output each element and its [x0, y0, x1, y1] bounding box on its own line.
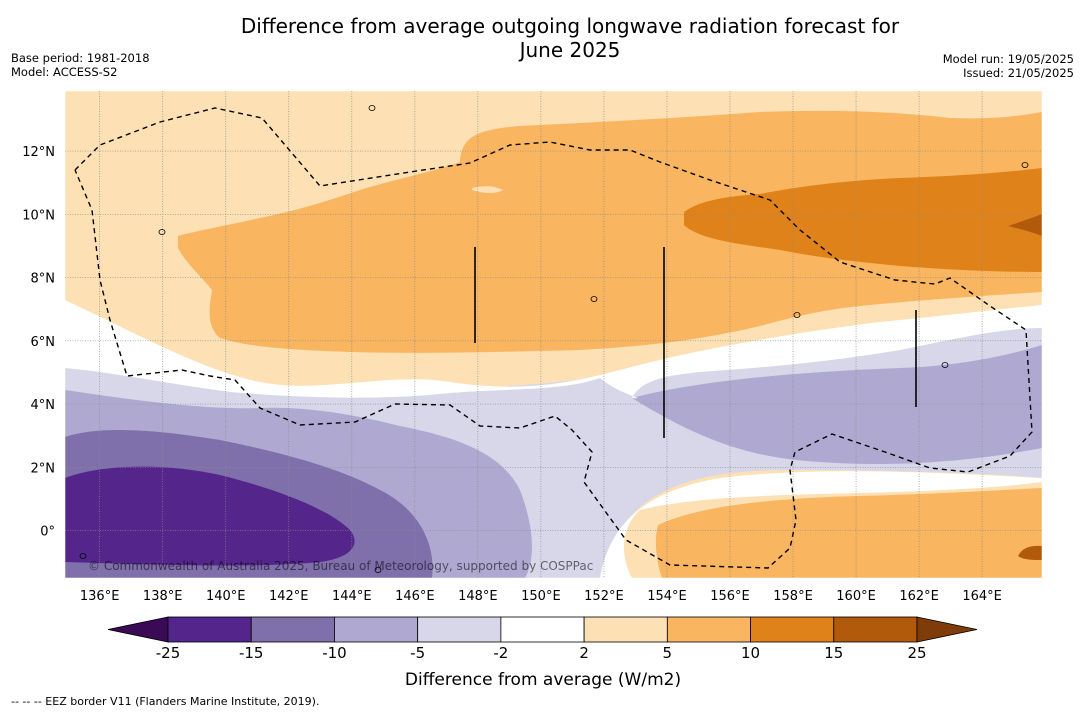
colorbar-tick-label: -25: [156, 644, 181, 662]
colorbar: -25 -15 -10 -5 -2 2 5 10 15 25: [107, 616, 978, 662]
base-period-text: Base period: 1981-2018: [11, 51, 150, 65]
region-15-to-25-south: [1018, 545, 1042, 560]
x-tick-label: 148°E: [458, 589, 498, 604]
x-tick-label: 164°E: [962, 589, 1002, 604]
region-5-to-10-south: [655, 488, 1042, 578]
y-tick-label: 4°N: [31, 398, 56, 413]
colorbar-title: Difference from average (W/m2): [405, 670, 681, 690]
y-tick-label: 6°N: [31, 335, 56, 350]
x-tick-label: 142°E: [269, 589, 309, 604]
colorbar-segment: [750, 616, 835, 643]
colorbar-segment: [833, 616, 918, 643]
eez-border-note: -- -- -- EEZ border V11 (Flanders Marine…: [11, 695, 320, 708]
region-minus10-to-minus5-east: [632, 345, 1042, 465]
island-outline-3: [793, 312, 801, 318]
x-tick-label: 156°E: [710, 589, 750, 604]
island-outline-7: [79, 553, 87, 559]
y-tick-label: 12°N: [22, 145, 55, 160]
colorbar-segment: [167, 616, 252, 643]
island-outline-5: [1021, 162, 1029, 168]
x-axis-ticks: 136°E 138°E 140°E 142°E 144°E 146°E 148°E 150°E…: [80, 589, 1002, 604]
map-features: [74, 105, 1033, 573]
region-minus2-to-2: [65, 300, 1042, 399]
island-outline-1: [368, 105, 376, 111]
colorbar-tick-label: -10: [322, 644, 347, 662]
colorbar-tick-label: 15: [824, 644, 843, 662]
island-outline-2: [158, 229, 166, 235]
x-tick-label: 136°E: [80, 589, 120, 604]
x-tick-label: 144°E: [332, 589, 372, 604]
colorbar-tick-label: -2: [493, 644, 508, 662]
x-tick-label: 138°E: [143, 589, 183, 604]
metadata-left: Base period: 1981-2018 Model: ACCESS-S2: [11, 51, 150, 79]
x-tick-label: 152°E: [584, 589, 624, 604]
region-15-to-25: [1008, 214, 1042, 236]
chart-title-line1: Difference from average outgoing longwav…: [240, 14, 900, 38]
chart-title: Difference from average outgoing longwav…: [170, 14, 970, 62]
map-area: [65, 91, 1042, 578]
colorbar-extend-high: [916, 616, 978, 643]
map-frame: [64, 90, 1043, 579]
y-tick-label: 2°N: [31, 461, 56, 476]
island-outline-4: [941, 362, 949, 368]
x-tick-label: 146°E: [395, 589, 435, 604]
model-run-text: Model run: 19/05/2025: [942, 52, 1074, 66]
colorbar-tick-label: -15: [239, 644, 264, 662]
metadata-right: Model run: 19/05/2025 Issued: 21/05/2025: [943, 52, 1074, 80]
x-tick-label: 150°E: [521, 589, 561, 604]
region-minus2-to-2-south: [600, 471, 1042, 578]
region-2-to-5-patch: [472, 186, 503, 193]
colorbar-tick-label: 25: [907, 644, 926, 662]
colorbar-tick-label: 2: [579, 644, 589, 662]
region-minus25-to-minus15: [65, 466, 355, 566]
model-text: Model: ACCESS-S2: [11, 65, 118, 79]
colorbar-segment: [417, 616, 502, 643]
eez-border: [74, 107, 1033, 569]
x-tick-label: 154°E: [647, 589, 687, 604]
y-tick-label: 8°N: [31, 272, 56, 287]
region-10-to-15: [684, 168, 1042, 272]
copyright-notice: © Commonwealth of Australia 2025, Bureau…: [88, 559, 593, 573]
issued-text: Issued: 21/05/2025: [963, 66, 1074, 80]
gridlines: [65, 91, 1042, 578]
colorbar-segment: [500, 616, 585, 643]
chart-title-line2: June 2025: [519, 38, 621, 62]
colorbar-extend-low: [107, 616, 169, 643]
colorbar-tick-label: 10: [741, 644, 760, 662]
x-tick-label: 160°E: [836, 589, 876, 604]
y-tick-label: 10°N: [22, 208, 55, 223]
colorbar-tick-label: -5: [410, 644, 425, 662]
colorbar-segment: [250, 616, 335, 643]
y-axis-ticks: 0° 2°N 4°N 6°N 8°N 10°N 12°N: [22, 145, 55, 539]
y-tick-label: 0°: [40, 525, 55, 540]
island-outline-6: [590, 296, 598, 302]
x-tick-label: 158°E: [773, 589, 813, 604]
colorbar-segment: [666, 616, 751, 643]
colorbar-tick-label: 5: [663, 644, 673, 662]
colorbar-segment: [583, 616, 668, 643]
colorbar-segment: [334, 616, 419, 643]
x-tick-label: 162°E: [899, 589, 939, 604]
x-tick-label: 140°E: [206, 589, 246, 604]
island-outline-8: [374, 567, 382, 573]
region-5-to-10: [178, 110, 1042, 353]
